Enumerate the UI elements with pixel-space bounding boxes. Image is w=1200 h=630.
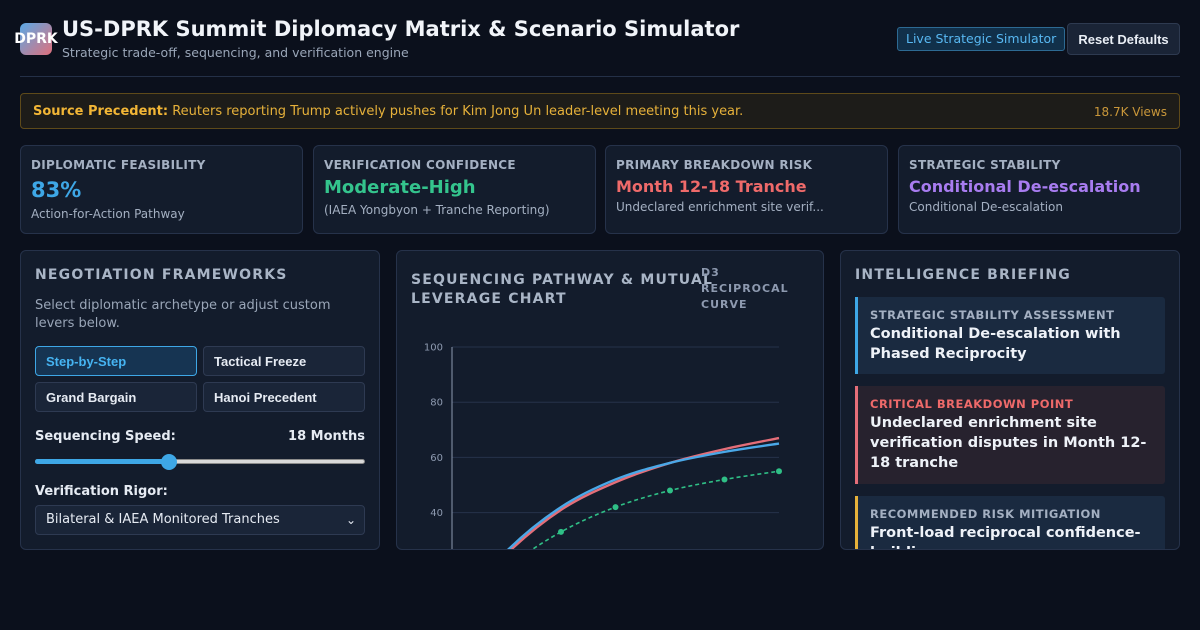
sequencing-speed-label: Sequencing Speed: <box>35 429 176 444</box>
page-title: US-DPRK Summit Diplomacy Matrix & Scenar… <box>62 17 740 41</box>
briefing-item-mitigation: RECOMMENDED RISK MITIGATION Front-load r… <box>855 496 1165 549</box>
series-point <box>721 476 728 483</box>
kpi-value: 83% <box>31 178 82 202</box>
panel-title-line2: LEVERAGE CHART <box>411 291 567 307</box>
kpi-label: STRATEGIC STABILITY <box>909 158 1061 172</box>
briefing-label: RECOMMENDED RISK MITIGATION <box>870 507 1101 521</box>
panel-title: INTELLIGENCE BRIEFING <box>855 267 1071 283</box>
briefing-item-breakdown: CRITICAL BREAKDOWN POINT Undeclared enri… <box>855 386 1165 484</box>
series-point <box>612 504 619 511</box>
framework-grand-bargain-button[interactable]: Grand Bargain <box>35 382 197 412</box>
chart-tag-line: RECIPROCAL <box>701 282 789 295</box>
verification-rigor-label: Verification Rigor: <box>35 484 168 499</box>
briefing-accent-bar <box>855 496 858 549</box>
panel-title-line1: SEQUENCING PATHWAY & MUTUAL <box>411 272 714 288</box>
kpi-value: Moderate-High <box>324 177 476 198</box>
kpi-value: Conditional De-escalation <box>909 177 1141 196</box>
select-value: Bilateral & IAEA Monitored Tranches <box>46 512 280 527</box>
framework-step-by-step-button[interactable]: Step-by-Step <box>35 346 197 376</box>
series-point <box>776 468 782 475</box>
kpi-label: VERIFICATION CONFIDENCE <box>324 158 516 172</box>
source-text: Source Precedent: Reuters reporting Trum… <box>33 104 743 119</box>
source-label: Source Precedent: <box>33 104 169 119</box>
kpi-subtext: Action-for-Action Pathway <box>31 207 185 221</box>
briefing-accent-bar <box>855 386 858 484</box>
source-precedent-bar: Source Precedent: Reuters reporting Trum… <box>20 93 1180 129</box>
kpi-subtext: Conditional De-escalation <box>909 200 1063 214</box>
source-views-count: 18.7K Views <box>1093 105 1167 119</box>
leverage-chart: 10080604020 <box>424 343 782 549</box>
kpi-label: DIPLOMATIC FEASIBILITY <box>31 158 206 172</box>
slider-fill <box>35 459 169 464</box>
kpi-label: PRIMARY BREAKDOWN RISK <box>616 158 813 172</box>
app-logo: DPRK <box>14 23 58 55</box>
chart-tag-line: D3 <box>701 266 720 279</box>
series-line-2 <box>507 442 780 549</box>
kpi-subtext: (IAEA Yongbyon + Tranche Reporting) <box>324 203 550 217</box>
briefing-text: Front-load reciprocal confidence-buildin… <box>870 525 1141 549</box>
y-tick-label: 80 <box>430 398 443 409</box>
y-tick-label: 40 <box>430 508 443 519</box>
series-point <box>667 487 673 494</box>
kpi-subtext: Undeclared enrichment site verif... <box>616 200 824 214</box>
slider-thumb[interactable] <box>160 454 177 470</box>
reset-defaults-button[interactable]: Reset Defaults <box>1067 23 1180 55</box>
briefing-label: STRATEGIC STABILITY ASSESSMENT <box>870 308 1115 322</box>
briefing-text: Undeclared enrichment site verification … <box>870 415 1147 471</box>
sequencing-chart-panel: SEQUENCING PATHWAY & MUTUAL LEVERAGE CHA… <box>396 250 824 550</box>
y-tick-label: 100 <box>424 343 443 354</box>
sequencing-speed-value: 18 Months <box>288 429 365 444</box>
chart-tag-line: CURVE <box>701 298 748 311</box>
briefing-text: Conditional De-escalation with Phased Re… <box>870 326 1121 362</box>
verification-rigor-select[interactable]: Bilateral & IAEA Monitored Tranches ⌄ <box>35 505 365 535</box>
frameworks-intro: Select diplomatic archetype or adjust cu… <box>35 298 331 331</box>
framework-hanoi-precedent-button[interactable]: Hanoi Precedent <box>203 382 365 412</box>
logo-text: DPRK <box>14 31 58 47</box>
briefing-accent-bar <box>855 297 858 374</box>
kpi-card-diplomatic-feasibility: DIPLOMATIC FEASIBILITY 83% Action-for-Ac… <box>20 145 303 234</box>
panel-title: NEGOTIATION FRAMEWORKS <box>35 267 288 283</box>
negotiation-frameworks-panel: NEGOTIATION FRAMEWORKS Select diplomatic… <box>20 250 380 550</box>
briefing-label: CRITICAL BREAKDOWN POINT <box>870 397 1074 411</box>
panel-title: SEQUENCING PATHWAY & MUTUAL LEVERAGE CHA… <box>411 271 713 309</box>
chevron-down-icon: ⌄ <box>345 513 356 527</box>
framework-tactical-freeze-button[interactable]: Tactical Freeze <box>203 346 365 376</box>
series-line-1 <box>510 436 780 549</box>
live-simulator-badge: Live Strategic Simulator <box>897 27 1066 51</box>
briefing-item-stability: STRATEGIC STABILITY ASSESSMENT Condition… <box>855 297 1165 374</box>
sequencing-speed-slider[interactable] <box>35 453 365 471</box>
y-tick-label: 60 <box>430 453 443 464</box>
header-divider <box>20 76 1180 77</box>
source-headline: Reuters reporting Trump actively pushes … <box>172 104 744 119</box>
intelligence-briefing-panel: INTELLIGENCE BRIEFING STRATEGIC STABILIT… <box>840 250 1180 550</box>
kpi-card-strategic-stability: STRATEGIC STABILITY Conditional De-escal… <box>898 145 1181 234</box>
kpi-card-verification-confidence: VERIFICATION CONFIDENCE Moderate-High (I… <box>313 145 596 234</box>
kpi-card-breakdown-risk: PRIMARY BREAKDOWN RISK Month 12-18 Tranc… <box>605 145 888 234</box>
kpi-value: Month 12-18 Tranche <box>616 177 807 196</box>
page-subtitle: Strategic trade-off, sequencing, and ver… <box>62 45 409 60</box>
series-point <box>558 528 564 535</box>
chart-type-tag: D3 RECIPROCAL CURVE <box>701 265 789 313</box>
